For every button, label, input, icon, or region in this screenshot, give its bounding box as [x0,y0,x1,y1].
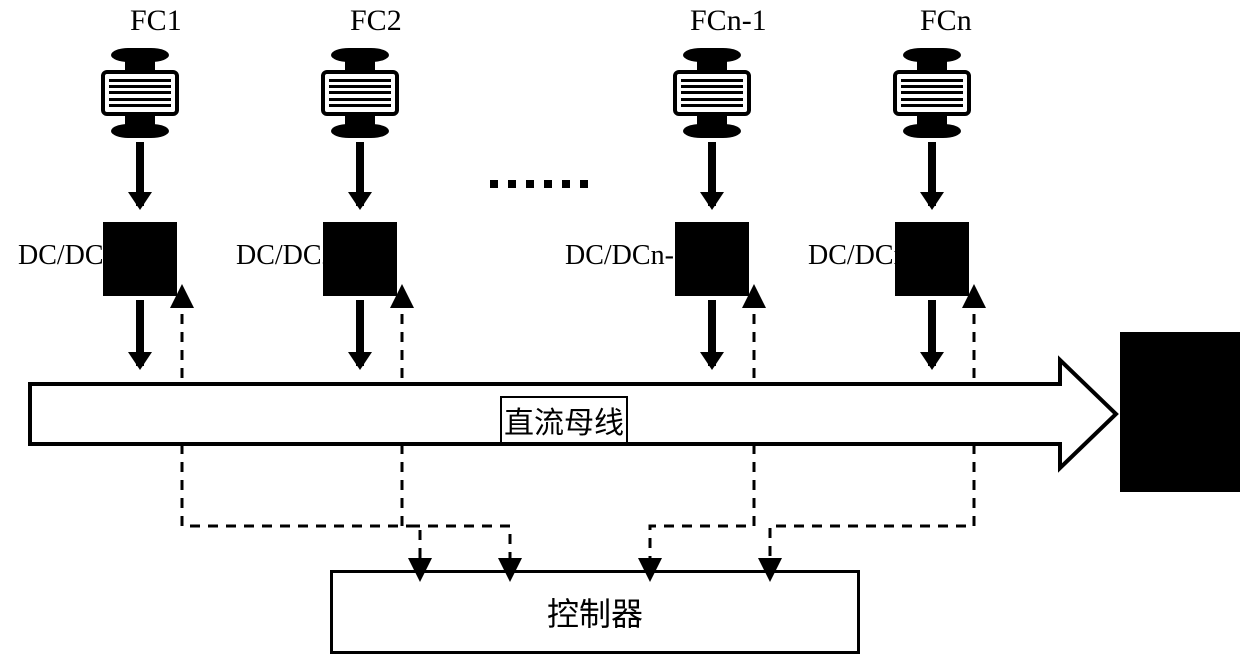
fc2-label: FC2 [350,4,402,38]
arrow-dcn1-bus [708,300,716,366]
fuelcell-fc2 [321,48,399,138]
fcn1-label: FCn-1 [690,4,767,38]
controller-label: 控制器 [547,589,643,635]
fc1-label: FC1 [130,4,182,38]
dcdcn-label: DC/DCn [808,240,908,272]
arrow-fc2-dc [356,142,364,206]
diagram-canvas: FC1 FC2 FCn-1 FCn DC/DC1 DC/DC2 DC/DCn-1… [0,0,1240,672]
fcn-label: FCn [920,4,972,38]
arrow-fcn1-dc [708,142,716,206]
busbar-label: 直流母线 [500,396,628,444]
load-box [1120,332,1240,492]
arrow-fc1-dc [136,142,144,206]
dcdcn1-label: DC/DCn-1 [565,240,688,272]
ellipsis-dots [490,180,588,188]
arrow-dcn-bus [928,300,936,366]
arrow-dc2-bus [356,300,364,366]
arrow-dc1-bus [136,300,144,366]
fuelcell-fcn [893,48,971,138]
arrow-fcn-dc [928,142,936,206]
dcdc2-label: DC/DC2 [236,240,336,272]
controller-box: 控制器 [330,570,860,654]
fuelcell-fcn1 [673,48,751,138]
dcdc1-label: DC/DC1 [18,240,118,272]
fuelcell-fc1 [101,48,179,138]
